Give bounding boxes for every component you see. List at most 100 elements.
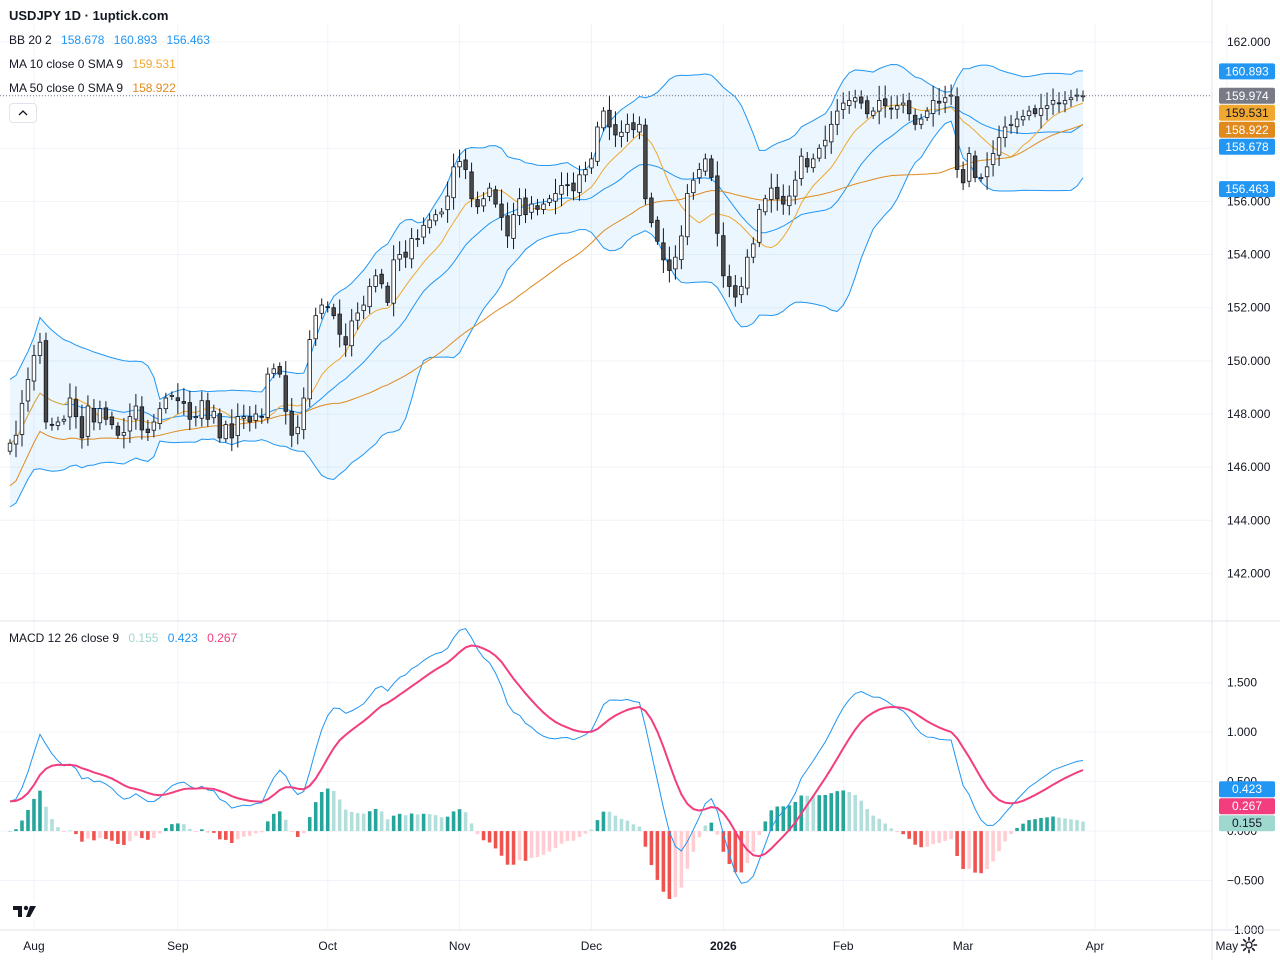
macd-histogram-bar bbox=[481, 831, 486, 841]
candle-body bbox=[487, 187, 492, 197]
candle-body bbox=[43, 340, 49, 423]
macd-histogram-bar bbox=[961, 831, 965, 869]
candle-body bbox=[1062, 100, 1068, 105]
candle-body bbox=[139, 406, 145, 431]
macd-histogram-bar bbox=[943, 831, 947, 841]
macd-histogram-bar bbox=[871, 815, 875, 832]
signal-line bbox=[9, 644, 1084, 858]
candle-body bbox=[1038, 108, 1044, 116]
macd-histogram-bar bbox=[853, 794, 858, 832]
candle-body bbox=[757, 208, 762, 243]
macd-histogram-bar bbox=[523, 831, 528, 861]
candle-body bbox=[253, 413, 258, 421]
macd-histogram-bar bbox=[769, 810, 774, 832]
time-tick-label: Aug bbox=[23, 939, 44, 953]
macd-histogram-bar bbox=[583, 831, 588, 834]
candle-body bbox=[900, 102, 906, 106]
candle-body bbox=[1026, 110, 1032, 116]
macd-histogram-bar bbox=[421, 813, 426, 832]
macd-legend[interactable]: MACD 12 26 close 9 0.155 0.423 0.267 bbox=[9, 631, 243, 645]
macd-histogram-bar bbox=[865, 809, 869, 832]
candle-body bbox=[972, 155, 978, 178]
price-tick-label: 142.000 bbox=[1227, 566, 1271, 580]
candle-body bbox=[529, 203, 534, 213]
candle-body bbox=[655, 219, 660, 242]
macd-histogram-bar bbox=[212, 831, 216, 833]
candle-body bbox=[751, 243, 756, 258]
macd-histogram-bar bbox=[68, 830, 72, 832]
candle-body bbox=[67, 397, 73, 418]
candle-body bbox=[601, 110, 606, 129]
macd-histogram-bar bbox=[781, 806, 786, 832]
macd-histogram-bar bbox=[607, 811, 612, 832]
macd-histogram-bar bbox=[337, 799, 342, 832]
macd-legend-signal: 0.267 bbox=[207, 631, 238, 645]
macd-histogram-bar bbox=[937, 831, 941, 843]
candle-body bbox=[433, 214, 438, 222]
price-tag-bg bbox=[1219, 104, 1275, 121]
bb-upper-line bbox=[9, 63, 1084, 401]
macd-histogram-bar bbox=[92, 831, 96, 841]
bb-legend[interactable]: BB 20 2 158.678 160.893 156.463 bbox=[9, 33, 216, 47]
macd-histogram-bar bbox=[397, 813, 402, 832]
chevron-up-icon bbox=[18, 110, 28, 116]
macd-histogram-bar bbox=[104, 831, 108, 840]
macd-histogram-bar bbox=[373, 808, 378, 832]
macd-histogram-bar bbox=[451, 811, 456, 832]
macd-histogram-bar bbox=[991, 831, 995, 862]
candle-body bbox=[145, 428, 151, 433]
candle-body bbox=[343, 336, 348, 346]
macd-histogram-bar bbox=[445, 816, 450, 832]
macd-histogram-bar bbox=[619, 818, 624, 832]
candle-body bbox=[115, 425, 121, 436]
time-tick-label: Feb bbox=[833, 939, 854, 953]
candle-body bbox=[996, 137, 1002, 156]
candle-body bbox=[181, 401, 187, 404]
macd-histogram-bar bbox=[20, 820, 24, 832]
candle-body bbox=[577, 174, 582, 193]
candle-body bbox=[85, 405, 91, 437]
candle-body bbox=[1056, 102, 1062, 105]
ma50-legend-label: MA 50 close 0 SMA 9 bbox=[9, 81, 124, 95]
price-tag-bg bbox=[1219, 181, 1275, 198]
candle-body bbox=[649, 197, 654, 224]
candle-body bbox=[187, 402, 193, 420]
candle-body bbox=[1014, 118, 1020, 128]
candle-body bbox=[673, 256, 678, 270]
price-tag: 159.974 bbox=[1225, 89, 1269, 103]
candle-body bbox=[349, 320, 354, 347]
macd-histogram-bar bbox=[152, 831, 156, 839]
ma10-legend[interactable]: MA 10 close 0 SMA 9 159.531 bbox=[9, 57, 182, 71]
candle-body bbox=[936, 100, 942, 104]
macd-histogram-bar bbox=[493, 831, 498, 849]
macd-histogram-bar bbox=[403, 815, 408, 832]
collapse-legend-button[interactable] bbox=[9, 103, 37, 123]
macd-histogram-bar bbox=[685, 831, 690, 869]
time-tick-label: Nov bbox=[449, 939, 470, 953]
macd-histogram-bar bbox=[146, 831, 150, 840]
gear-icon[interactable] bbox=[1240, 936, 1258, 959]
symbol-title: USDJPY 1D · 1uptick.com bbox=[9, 8, 169, 23]
candle-body bbox=[631, 122, 636, 131]
macd-histogram-bar bbox=[230, 831, 234, 844]
candle-body bbox=[805, 158, 810, 168]
macd-histogram-bar bbox=[1027, 820, 1031, 832]
time-tick-label: May bbox=[1216, 939, 1239, 953]
candle-body bbox=[319, 304, 324, 314]
macd-histogram-bar bbox=[697, 831, 702, 838]
macd-histogram-bar bbox=[80, 831, 84, 842]
tradingview-logo-icon[interactable] bbox=[10, 897, 40, 927]
candle-body bbox=[211, 410, 216, 419]
candle-body bbox=[697, 169, 702, 179]
macd-histogram-bar bbox=[1021, 823, 1025, 832]
ma50-legend[interactable]: MA 50 close 0 SMA 9 158.922 bbox=[9, 81, 182, 95]
macd-histogram-bar bbox=[134, 831, 138, 836]
macd-histogram-bar bbox=[499, 831, 504, 856]
macd-histogram-bar bbox=[355, 813, 360, 832]
macd-histogram-bar bbox=[224, 831, 228, 840]
ma10-legend-value: 159.531 bbox=[132, 57, 176, 71]
macd-histogram-bar bbox=[1045, 817, 1049, 832]
candle-body bbox=[835, 110, 840, 125]
price-tag-bg bbox=[1219, 121, 1275, 138]
